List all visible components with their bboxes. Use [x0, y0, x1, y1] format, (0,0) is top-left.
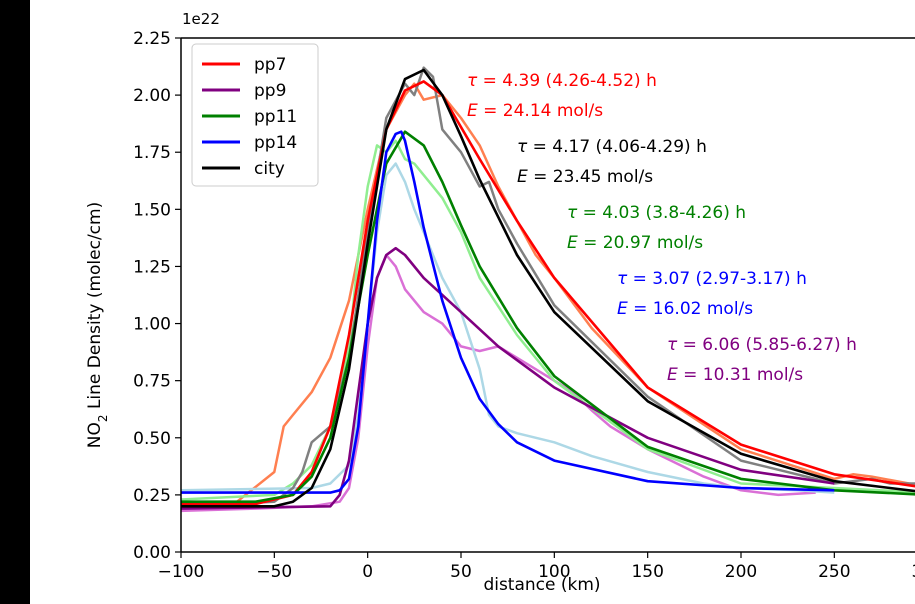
fit-line-pp7 — [181, 80, 915, 506]
fitted-curves — [180, 68, 915, 510]
legend-label-pp7: pp7 — [254, 55, 286, 75]
legend-label-pp14: pp14 — [254, 133, 297, 153]
annotation-tau: τ = 3.07 (2.97-3.17) h — [617, 269, 807, 289]
annotation-emission: E = 16.02 mol/s — [617, 299, 753, 319]
y-tick-label: 2.25 — [133, 29, 171, 49]
fit-line-pp9 — [180, 246, 835, 510]
y-tick-label: 1.50 — [133, 200, 171, 220]
legend: pp7 pp9 pp11 pp14 city — [191, 43, 319, 187]
y-tick-label: 0.25 — [133, 486, 171, 506]
legend-label-pp11: pp11 — [254, 107, 297, 127]
annotation-emission: E = 23.45 mol/s — [517, 167, 653, 187]
tick-labels: −100 −50 0 50 100 150 200 250 300 0.00 0.25 0.50 0.7… — [133, 29, 915, 582]
x-tick-label: 100 — [538, 562, 570, 582]
fit-line-city — [181, 68, 915, 508]
y-offset-label: 1e22 — [182, 10, 220, 28]
y-tick-label: 1.00 — [133, 315, 171, 335]
annotation-tau: τ = 4.03 (3.8-4.26) h — [567, 203, 746, 223]
fit-line-pp14 — [181, 130, 835, 494]
annotation-tau: τ = 4.17 (4.06-4.29) h — [517, 137, 707, 157]
axes — [175, 37, 915, 558]
y-tick-label: 1.75 — [133, 143, 171, 163]
annotation-tau: τ = 4.39 (4.26-4.52) h — [467, 71, 657, 91]
left-border-bar — [0, 0, 30, 604]
x-tick-label: 150 — [631, 562, 663, 582]
y-tick-label: 0.75 — [133, 372, 171, 392]
annotation-emission: E = 24.14 mol/s — [467, 101, 603, 121]
x-tick-label: 50 — [450, 562, 472, 582]
y-tick-label: 1.25 — [133, 257, 171, 277]
y-tick-label: 2.00 — [133, 86, 171, 106]
x-axis-label: distance (km) — [483, 575, 600, 595]
annotation-tau: τ = 6.06 (5.85-6.27) h — [667, 335, 857, 355]
x-tick-label: −50 — [256, 562, 292, 582]
observed-line-pp7 — [180, 82, 915, 508]
x-tick-label: 250 — [818, 562, 850, 582]
x-tick-label: −100 — [158, 562, 205, 582]
y-tick-label: 0.00 — [133, 543, 171, 563]
y-axis-label: NO2 Line Density (molec/cm) — [85, 202, 110, 448]
legend-label-pp9: pp9 — [254, 81, 286, 101]
x-tick-label: 200 — [725, 562, 757, 582]
x-tick-label: 0 — [362, 562, 373, 582]
legend-box — [191, 43, 319, 187]
annotation-emission: E = 10.31 mol/s — [667, 365, 803, 385]
fit-line-pp11 — [181, 130, 915, 504]
annotation-emission: E = 20.97 mol/s — [567, 233, 703, 253]
annotations: τ = 4.39 (4.26-4.52) h E = 24.14 mol/s τ =… — [467, 71, 857, 385]
observed-line-pp11 — [180, 139, 915, 501]
x-tick-label: 300 — [911, 562, 915, 582]
y-tick-label: 0.50 — [133, 429, 171, 449]
legend-label-city: city — [254, 159, 285, 179]
